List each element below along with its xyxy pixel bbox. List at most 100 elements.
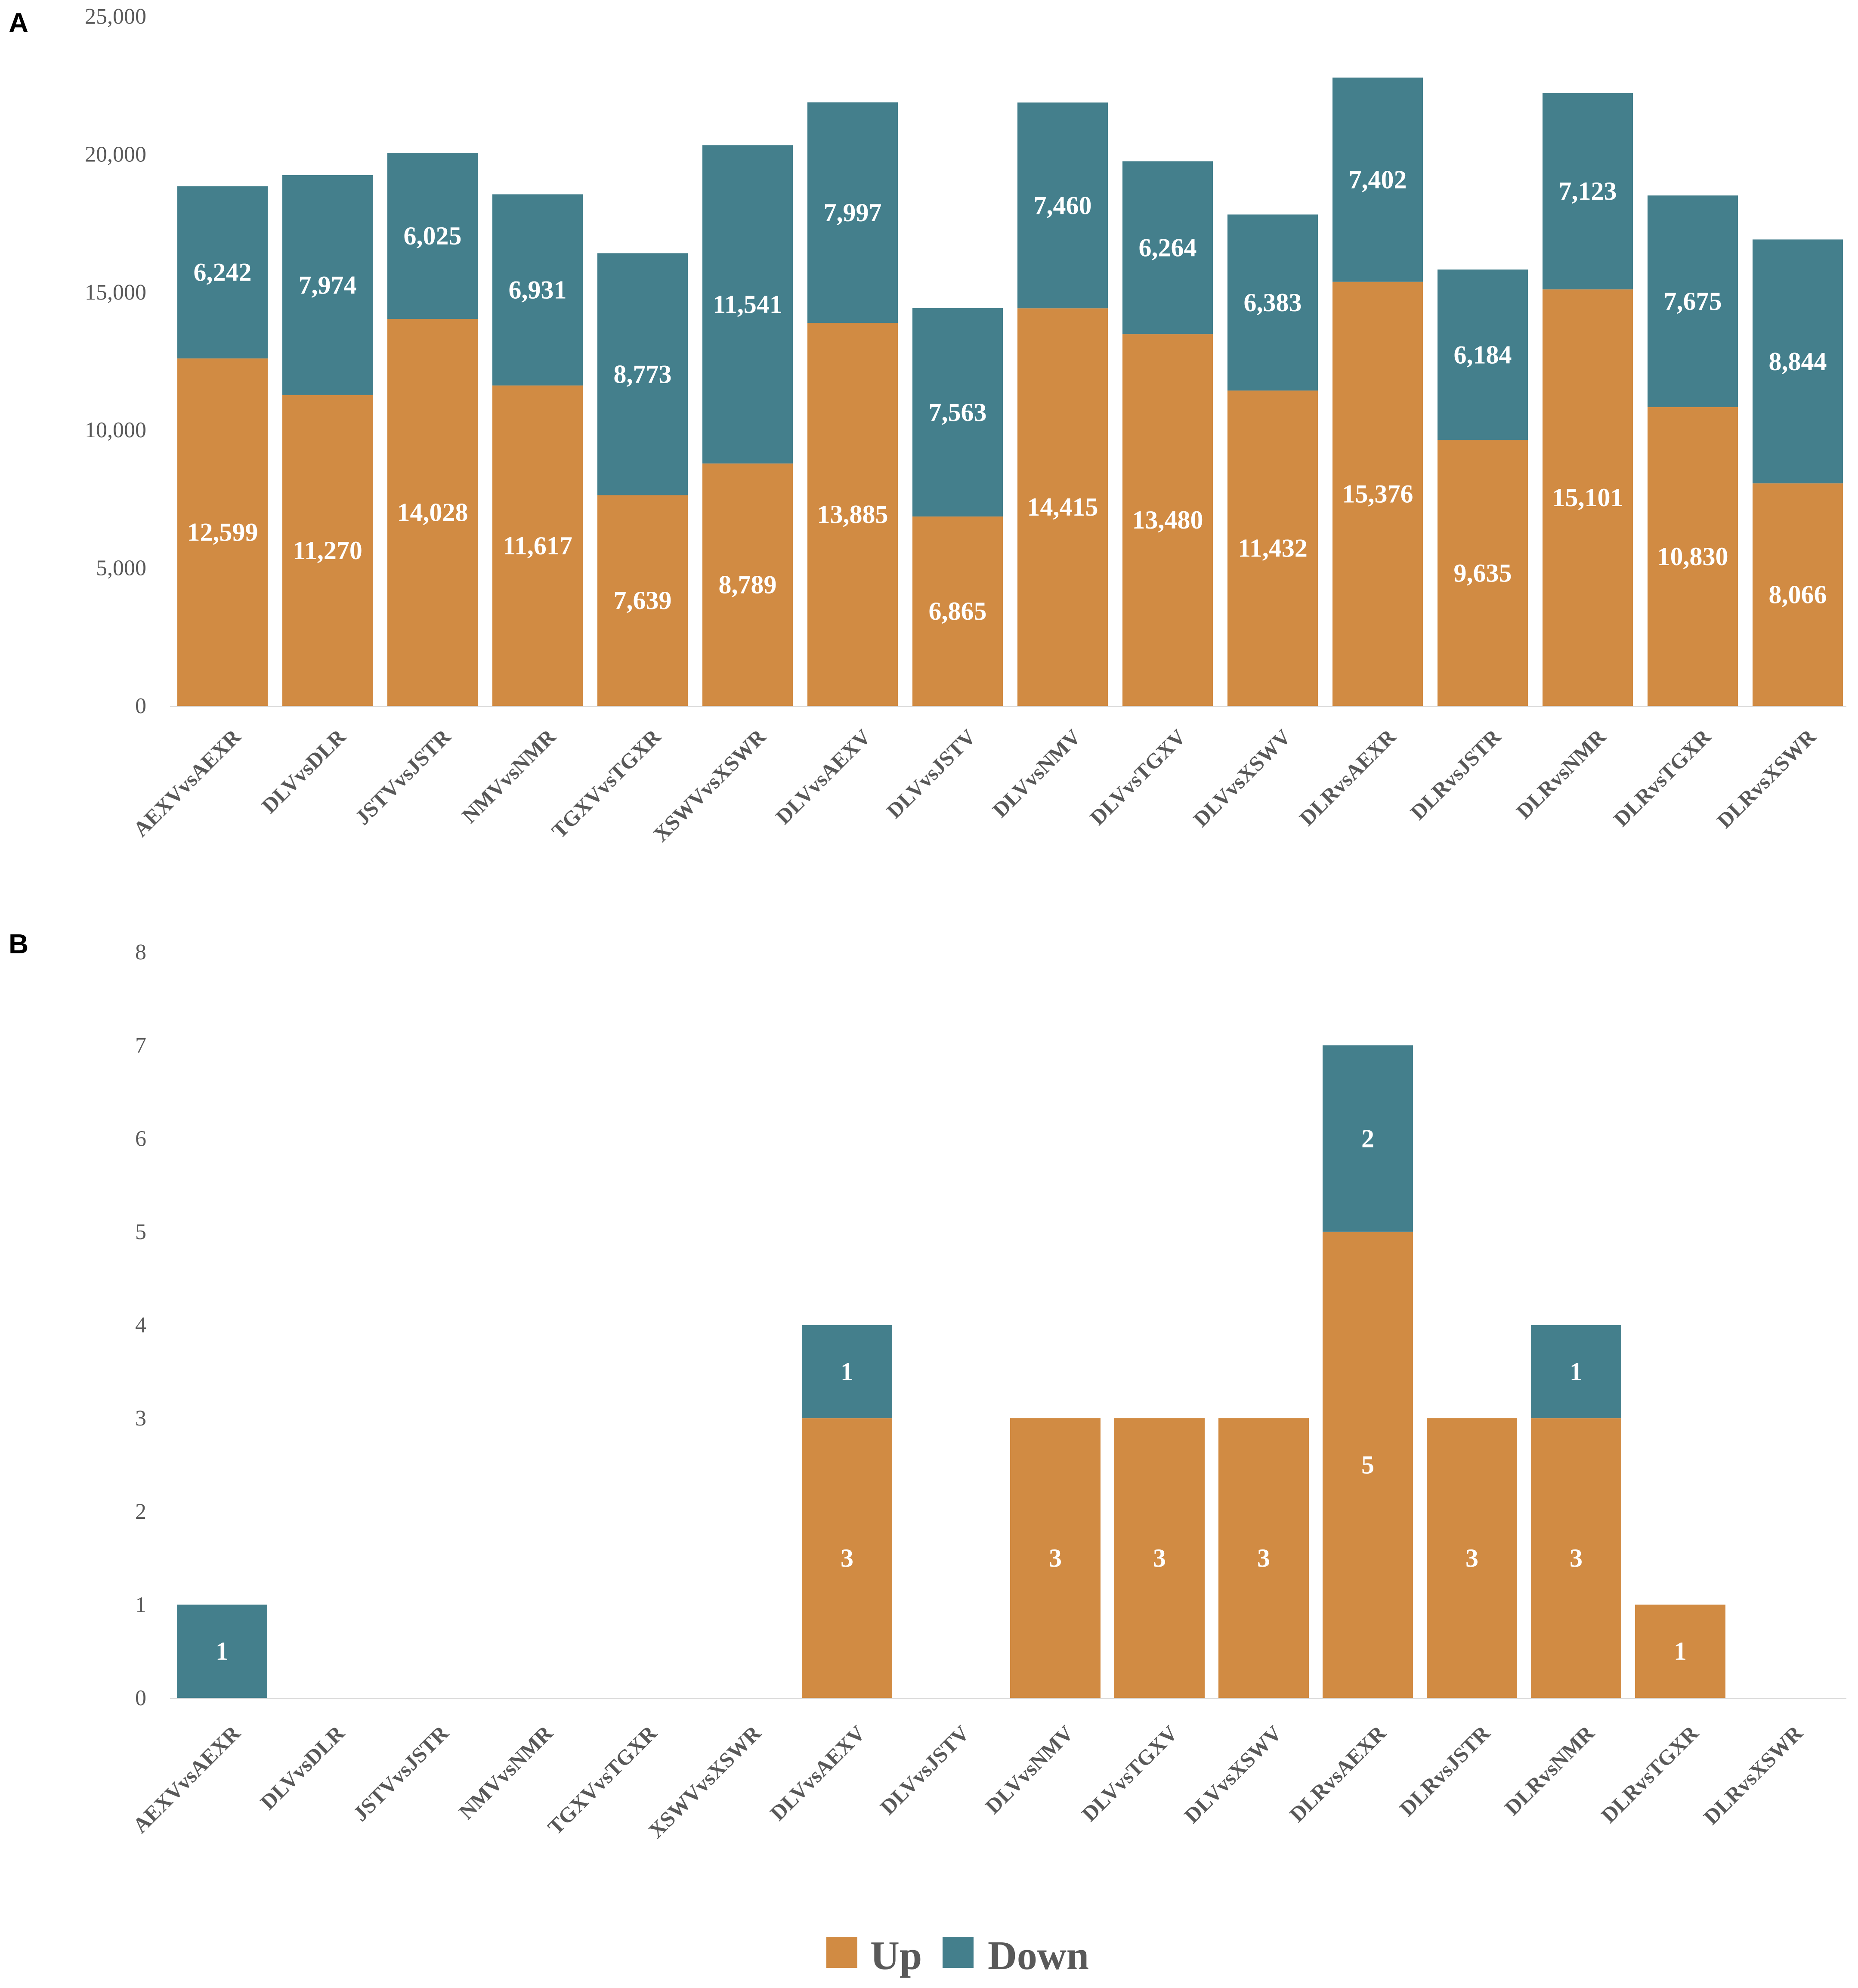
panel-a-ytick-label: 5,000 bbox=[96, 556, 146, 581]
panel-a-bar-up bbox=[1648, 407, 1738, 706]
panel-b-data-label: 1 bbox=[1674, 1637, 1687, 1666]
panel-a-bar-down bbox=[387, 153, 478, 319]
panel-a-xtick-label: NMVvsNMR bbox=[457, 724, 561, 828]
panel-b-xtick-label: DLRvsTGXR bbox=[1596, 1721, 1703, 1827]
panel-b-ytick-label: 5 bbox=[135, 1220, 146, 1244]
panel-a-data-label: 13,480 bbox=[1132, 506, 1203, 534]
panel-b-ytick-label: 1 bbox=[135, 1592, 146, 1617]
panel-b-ytick-label: 7 bbox=[135, 1033, 146, 1058]
panel-a-data-label: 8,773 bbox=[614, 360, 672, 388]
panel-b-bar-up bbox=[1114, 1418, 1205, 1698]
panel-a-data-label: 6,931 bbox=[509, 276, 567, 304]
panel-a-bar-down bbox=[1017, 102, 1108, 309]
panel-a-data-label: 7,639 bbox=[614, 586, 672, 615]
panel-b-xtick-label: DLRvsNMR bbox=[1500, 1721, 1599, 1820]
panel-b-ytick-label: 2 bbox=[135, 1500, 146, 1524]
panel-a-data-label: 7,123 bbox=[1559, 177, 1617, 205]
panel-a-ytick-label: 25,000 bbox=[85, 4, 146, 29]
panel-a-bar-up bbox=[387, 319, 478, 706]
panel-a-data-label: 13,885 bbox=[817, 500, 888, 529]
panel-b-bar-down bbox=[1531, 1325, 1621, 1419]
panel-a-ytick-label: 20,000 bbox=[85, 142, 146, 167]
panel-a-xtick-label: DLVvsDLR bbox=[257, 724, 351, 818]
panel-a-bar-up bbox=[807, 323, 898, 706]
panel-b-label: B bbox=[9, 928, 28, 959]
panel-a-xtick-label: DLVvsXSWV bbox=[1188, 724, 1295, 832]
panel-a-bar-down bbox=[702, 145, 793, 464]
panel-a-data-label: 11,617 bbox=[503, 532, 572, 560]
panel-a-xtick-label: DLRvsXSWR bbox=[1712, 724, 1821, 833]
panel-b-data-label: 3 bbox=[1049, 1544, 1062, 1572]
panel-a-data-label: 6,184 bbox=[1454, 340, 1512, 369]
panel-a-bar-up bbox=[1543, 289, 1633, 706]
panel-a-bar-up bbox=[1227, 390, 1318, 706]
panel-a-data-label: 7,460 bbox=[1034, 191, 1092, 220]
panel-a-data-label: 6,865 bbox=[929, 597, 987, 625]
panel-a-bar-down bbox=[1543, 93, 1633, 290]
panel-a-data-label: 9,635 bbox=[1454, 559, 1512, 587]
panel-a-xtick-label: DLVvsJSTV bbox=[882, 724, 980, 823]
panel-a-data-label: 11,541 bbox=[713, 290, 782, 318]
panel-b-data-label: 3 bbox=[1570, 1544, 1583, 1572]
panel-a-bar-down bbox=[177, 186, 268, 359]
panel-a-bar-up bbox=[1017, 308, 1108, 706]
panel-a-data-label: 7,563 bbox=[929, 398, 987, 427]
panel-a-bar-up bbox=[1332, 281, 1423, 706]
legend-up-label: Up bbox=[870, 1933, 922, 1978]
panel-b-data-label: 2 bbox=[1361, 1124, 1374, 1153]
panel-a-bar-down bbox=[492, 194, 583, 386]
panel-b-xtick-label: DLVvsTGXV bbox=[1077, 1721, 1182, 1826]
legend-down-label: Down bbox=[988, 1933, 1089, 1978]
panel-b-data-label: 1 bbox=[216, 1637, 229, 1666]
panel-a-ytick-label: 15,000 bbox=[85, 280, 146, 305]
panel-b-xtick-label: DLVvsDLR bbox=[256, 1721, 349, 1815]
panel-a-data-label: 8,789 bbox=[719, 570, 777, 599]
panel-a-bar-up bbox=[702, 463, 793, 706]
panel-b-xtick-label: NMVvsNMR bbox=[454, 1721, 558, 1824]
panel-b: B 0 1 2 3 4 5 6 7 8 1 AEXVvsAEXR DLVvsDLRJSTVvsJSTR… bbox=[9, 928, 1846, 1843]
panel-b-ytick-label: 4 bbox=[135, 1313, 146, 1338]
panel-a-bar-down bbox=[1227, 214, 1318, 391]
legend-up-swatch bbox=[826, 1937, 857, 1968]
panel-a-xtick-label: DLVvsTGXV bbox=[1085, 724, 1190, 830]
panel-a-xtick-label: DLVvsNMV bbox=[988, 724, 1085, 822]
panel-b-xtick-label: DLRvsXSWR bbox=[1699, 1721, 1807, 1829]
panel-a-bar-down bbox=[1332, 77, 1423, 282]
panel-b-xtick-label: TGXVvsTGXR bbox=[543, 1721, 662, 1840]
panel-a: A 0 5,000 10,000 15,000 20,000 25,000 12,599 6,… bbox=[9, 4, 1846, 846]
panel-b-bar-up bbox=[1218, 1418, 1309, 1698]
panel-a-data-label: 6,383 bbox=[1244, 288, 1302, 317]
panel-a-bar-down bbox=[807, 102, 898, 323]
panel-b-xtick-label: DLVvsJSTV bbox=[875, 1721, 974, 1819]
panel-b-bar-down bbox=[802, 1325, 892, 1419]
panel-b-bar-up bbox=[1427, 1418, 1517, 1698]
panel-a-data-label: 15,101 bbox=[1552, 483, 1623, 512]
panel-a-data-label: 7,997 bbox=[824, 198, 882, 227]
panel-b-ytick-label: 6 bbox=[135, 1126, 146, 1151]
panel-b-ytick-label: 8 bbox=[135, 940, 146, 965]
panel-b-xtick-label: DLRvsJSTR bbox=[1395, 1721, 1495, 1821]
panel-a-bar-down bbox=[912, 308, 1003, 517]
panel-a-data-label: 7,402 bbox=[1349, 166, 1407, 194]
panel-b-bar-down bbox=[177, 1605, 267, 1698]
panel-a-xtick-label: DLVvsAEXV bbox=[771, 724, 875, 829]
panel-a-data-label: 6,025 bbox=[404, 222, 462, 250]
panel-b-data-label: 1 bbox=[841, 1357, 853, 1386]
panel-a-xtick-label: DLRvsTGXR bbox=[1609, 724, 1716, 831]
panel-a-bar-down bbox=[282, 175, 373, 395]
panel-a-bar-down bbox=[597, 253, 688, 495]
panel-a-data-label: 6,242 bbox=[194, 258, 252, 287]
panel-b-bar-up bbox=[1323, 1231, 1413, 1698]
panel-a-ytick-label: 10,000 bbox=[85, 418, 146, 442]
panel-a-data-label: 10,830 bbox=[1657, 542, 1728, 571]
panel-b-xtick-label: DLVvsXSWV bbox=[1179, 1721, 1286, 1828]
panel-a-data-label: 14,415 bbox=[1027, 493, 1098, 521]
panel-b-ytick-label: 3 bbox=[135, 1406, 146, 1431]
panel-b-xtick-label: DLVvsAEXV bbox=[765, 1721, 870, 1825]
panel-b-data-label: 5 bbox=[1361, 1450, 1374, 1479]
panel-a-bar-down bbox=[1648, 195, 1738, 408]
panel-a-data-label: 11,432 bbox=[1238, 534, 1308, 563]
panel-a-bar-up bbox=[912, 516, 1003, 706]
panel-b-bar-up bbox=[1531, 1418, 1621, 1698]
